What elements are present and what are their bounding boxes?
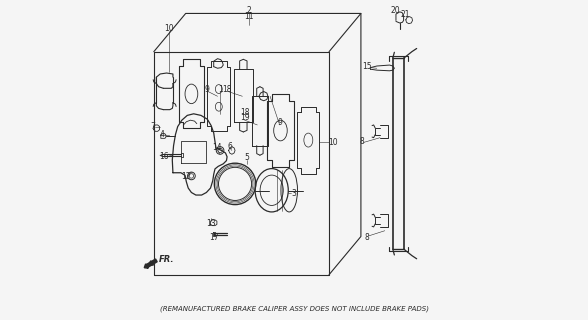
Text: 13: 13 — [206, 219, 216, 228]
Text: 9: 9 — [205, 85, 210, 94]
Text: 5: 5 — [245, 153, 249, 162]
Text: 17: 17 — [209, 233, 219, 242]
Text: 10: 10 — [164, 24, 174, 33]
Text: 19: 19 — [240, 114, 249, 123]
Text: 6: 6 — [227, 142, 232, 151]
Text: (REMANUFACTURED BRAKE CALIPER ASSY DOES NOT INCLUDE BRAKE PADS): (REMANUFACTURED BRAKE CALIPER ASSY DOES … — [159, 306, 429, 312]
FancyArrow shape — [144, 259, 157, 268]
Text: 3: 3 — [292, 189, 296, 198]
Text: 1: 1 — [218, 85, 222, 94]
Text: 16: 16 — [159, 152, 169, 161]
Text: 12: 12 — [182, 172, 191, 181]
Text: 4: 4 — [160, 130, 165, 139]
Text: 8: 8 — [365, 233, 369, 242]
Text: 11: 11 — [244, 12, 253, 21]
Text: 9: 9 — [277, 118, 282, 127]
Text: 18: 18 — [222, 85, 232, 94]
Text: 8: 8 — [359, 137, 364, 146]
Text: 10: 10 — [328, 138, 338, 147]
Text: FR.: FR. — [159, 255, 174, 264]
Text: 21: 21 — [400, 10, 410, 19]
Text: 7: 7 — [150, 122, 155, 131]
Text: 2: 2 — [246, 6, 251, 15]
Text: 20: 20 — [390, 6, 400, 15]
Text: 18: 18 — [240, 108, 249, 117]
Text: 14: 14 — [212, 143, 222, 152]
Text: 15: 15 — [362, 62, 372, 71]
